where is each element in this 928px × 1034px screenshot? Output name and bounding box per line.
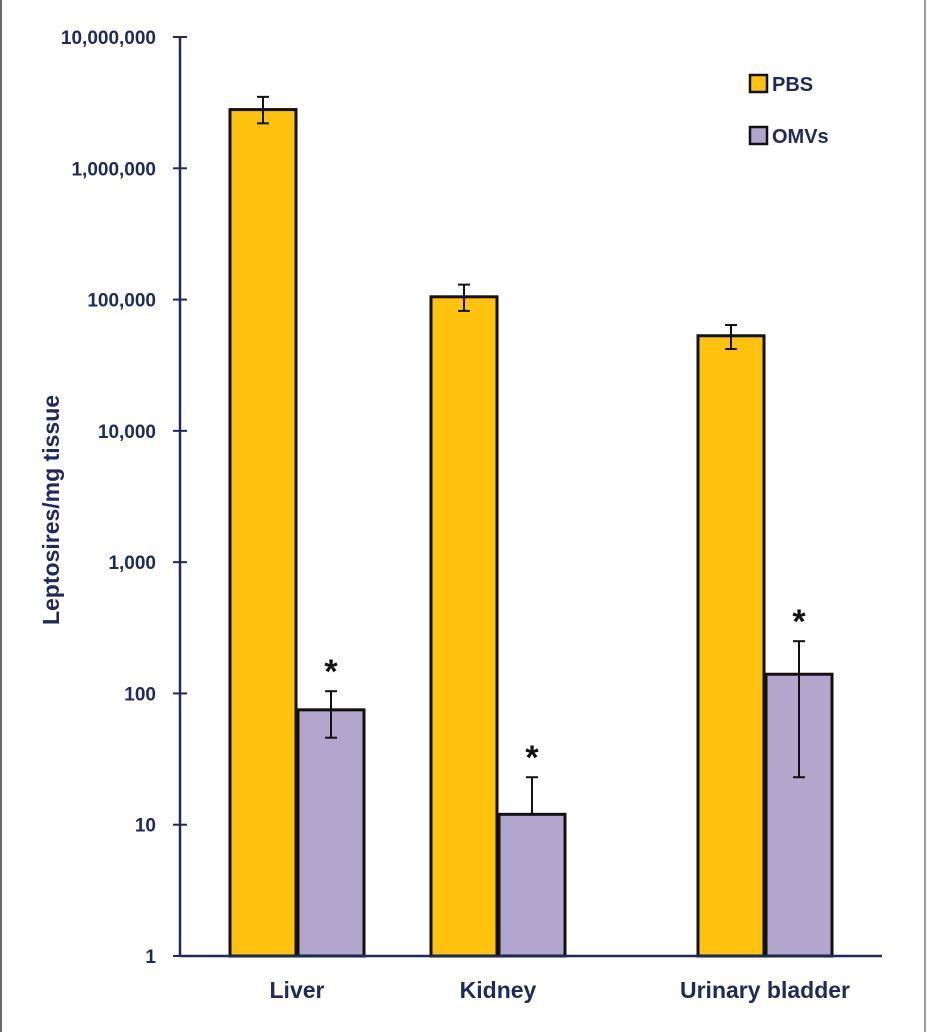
bars: * * * (228, 95, 834, 958)
y-tick-label: 1 (145, 947, 156, 968)
legend-label-pbs: PBS (772, 74, 813, 96)
legend-swatch-omvs (748, 125, 769, 146)
x-category-label: Liver (270, 977, 325, 1003)
pbs-bar-liver (228, 108, 298, 958)
legend: PBS OMVs (748, 73, 829, 148)
pbs-bar-urinary-bladder (696, 334, 766, 958)
significance-asterisk: * (525, 739, 539, 777)
legend-swatch-pbs (748, 73, 769, 94)
pbs-bar-kidney (429, 295, 499, 958)
y-tick-label: 10,000,000 (61, 28, 156, 49)
y-tick-label: 100 (124, 684, 156, 705)
significance-asterisk: * (324, 653, 338, 691)
y-tick-label: 100,000 (87, 291, 156, 312)
legend-label-omvs: OMVs (772, 126, 829, 148)
y-axis-label: Leptosires/mg tissue (38, 395, 64, 625)
y-tick-label: 10,000 (98, 422, 156, 443)
y-axis: 1 10 100 1,000 10,000 100,000 1,000,000 10,000,… (61, 28, 187, 968)
omvs-bar-kidney (497, 812, 567, 958)
y-tick-label: 1,000,000 (71, 159, 156, 180)
significance-asterisk: * (792, 603, 806, 641)
x-category-label: Urinary bladder (680, 977, 850, 1003)
x-category-label: Kidney (460, 977, 537, 1003)
y-tick-label: 1,000 (108, 553, 156, 574)
y-tick-label: 10 (135, 816, 156, 837)
omvs-bar-liver (296, 708, 366, 958)
x-axis: Liver Kidney Urinary bladder (180, 954, 882, 1003)
